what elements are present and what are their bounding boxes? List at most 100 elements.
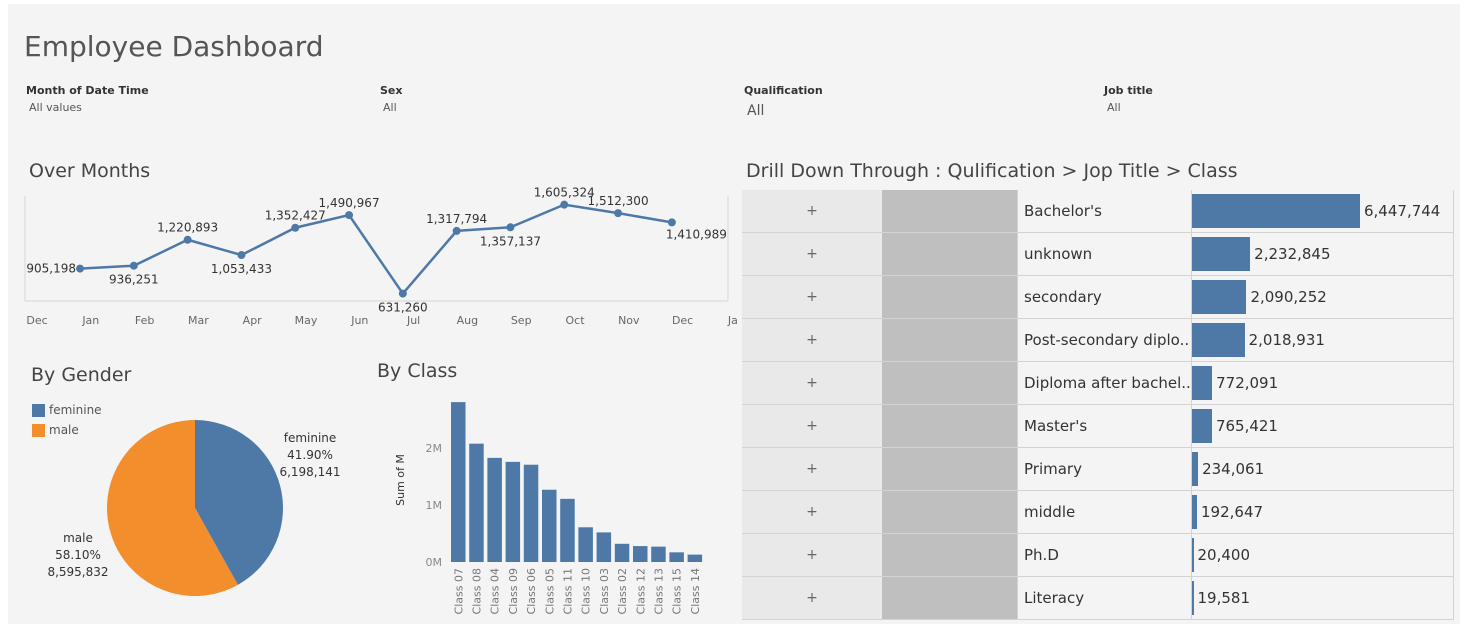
expand-button-ph-d[interactable]: + [742,534,882,576]
x-tick-label-13: Jan [727,314,738,327]
filter-qualification[interactable]: Qualification All [744,84,823,119]
data-label-feb: 936,251 [109,273,159,287]
by-class-title: By Class [377,360,458,382]
drill-down-table: + Bachelor's 6,447,744 + unknown 2,232,845 + se… [742,190,1454,620]
series-line [79,203,673,296]
data-label-sep: 1,357,137 [480,234,541,248]
bar-class-08 [469,443,484,562]
x-tick-label-class-09: Class 09 [507,568,520,614]
qualification-name-ph-d: Ph.D [1017,534,1192,576]
x-tick-label-class-11: Class 11 [561,568,574,614]
pie-label-name-male: male [63,531,93,545]
filter-month[interactable]: Month of Date Time All values [26,84,149,114]
x-tick-label-class-12: Class 12 [634,568,647,614]
filter-sex-value[interactable]: All [383,101,397,114]
table-bar-master-s [1192,409,1212,443]
qualification-name-master-s: Master's [1017,405,1192,447]
pie-label-value-male: 8,595,832 [47,565,108,579]
expand-button-middle[interactable]: + [742,491,882,533]
table-cell-placeholder [882,190,1017,232]
table-value-diploma-after-bachel: 772,091 [1216,374,1279,392]
table-cell-placeholder [882,448,1017,490]
table-row: + Post-secondary diplo.. 2,018,931 [742,319,1454,362]
table-value-ph-d: 20,400 [1197,546,1251,564]
y-tick-label-1: 1M [426,499,443,512]
bar-class-05 [542,489,557,562]
table-row: + Master's 765,421 [742,405,1454,448]
data-label-jan: 905,198 [26,262,76,276]
drill-down-title: Drill Down Through : Qulification > Jop … [746,160,1238,182]
expand-button-literacy[interactable]: + [742,577,882,619]
legend-item-feminine[interactable]: feminine [32,400,102,420]
data-point-may [291,223,300,232]
gender-pie-chart: feminine 41.90% 6,198,141 male 58.10% 8,595,8… [47,420,341,596]
expand-button-secondary[interactable]: + [742,276,882,318]
table-bar-literacy [1192,581,1194,615]
expand-button-bachelor-s[interactable]: + [742,190,882,232]
table-value-post-secondary-diplo: 2,018,931 [1248,331,1325,349]
x-tick-label-class-04: Class 04 [489,568,502,614]
table-cell-placeholder [882,233,1017,275]
data-point-oct [560,200,569,209]
qualification-name-middle: middle [1017,491,1192,533]
x-tick-label-class-03: Class 03 [598,568,611,614]
table-value-unknown: 2,232,845 [1254,245,1331,263]
table-row: + Primary 234,061 [742,448,1454,491]
expand-button-diploma-after-bachel[interactable]: + [742,362,882,404]
filter-month-value[interactable]: All values [29,101,82,114]
table-bar-primary [1192,452,1199,486]
expand-button-unknown[interactable]: + [742,233,882,275]
expand-button-master-s[interactable]: + [742,405,882,447]
pie-label-name-feminine: feminine [284,431,337,445]
legend-item-male[interactable]: male [32,420,102,440]
filter-sex[interactable]: Sex All [380,84,402,114]
table-row: + Literacy 19,581 [742,577,1454,620]
expand-button-post-secondary-diplo[interactable]: + [742,319,882,361]
bar-cell-ph-d: 20,400 [1192,534,1454,576]
data-label-apr: 1,053,433 [211,262,272,276]
bar-class-04 [487,457,502,562]
x-tick-label-9: Sep [511,314,532,327]
x-tick-label-class-13: Class 13 [652,568,665,614]
x-tick-label-1: Jan [81,314,99,327]
table-value-middle: 192,647 [1201,503,1264,521]
x-tick-label-11: Nov [618,314,640,327]
filter-job-title-label: Job title [1104,84,1153,97]
filter-sex-label: Sex [380,84,403,97]
pie-slice-feminine [195,420,283,585]
data-point-jul [398,289,407,298]
x-tick-label-class-07: Class 07 [452,568,465,614]
data-label-jul: 631,260 [378,301,428,315]
table-cell-placeholder [882,534,1017,576]
table-value-primary: 234,061 [1202,460,1265,478]
data-label-mar: 1,220,893 [157,221,218,235]
x-tick-label-class-08: Class 08 [470,568,483,614]
filter-qualification-label: Qualification [744,84,823,97]
expand-button-primary[interactable]: + [742,448,882,490]
filter-job-title-value[interactable]: All [1107,101,1121,114]
data-point-dec [667,218,676,227]
bar-cell-primary: 234,061 [1192,448,1454,490]
y-tick-label-0: 0M [426,556,443,569]
bar-cell-secondary: 2,090,252 [1192,276,1454,318]
bar-class-10 [578,527,593,562]
data-point-sep [506,223,515,232]
legend-swatch-feminine [32,403,45,417]
x-tick-label-5: May [295,314,318,327]
data-point-jan [76,264,85,273]
x-tick-label-10: Oct [565,314,585,327]
pie-label-pct-male: 58.10% [55,548,101,562]
y-tick-label-2: 2M [426,442,443,455]
filter-qualification-value[interactable]: All [747,103,765,119]
pie-slice-male [107,420,238,596]
table-cell-placeholder [882,577,1017,619]
table-row: + secondary 2,090,252 [742,276,1454,319]
data-point-mar [183,235,192,244]
table-row: + unknown 2,232,845 [742,233,1454,276]
bar-cell-diploma-after-bachel: 772,091 [1192,362,1454,404]
qualification-name-post-secondary-diplo: Post-secondary diplo.. [1017,319,1192,361]
x-tick-label-class-14: Class 14 [689,568,702,614]
filter-job-title[interactable]: Job title All [1104,84,1153,114]
x-tick-label-class-15: Class 15 [671,568,684,614]
table-bar-unknown [1192,237,1251,271]
